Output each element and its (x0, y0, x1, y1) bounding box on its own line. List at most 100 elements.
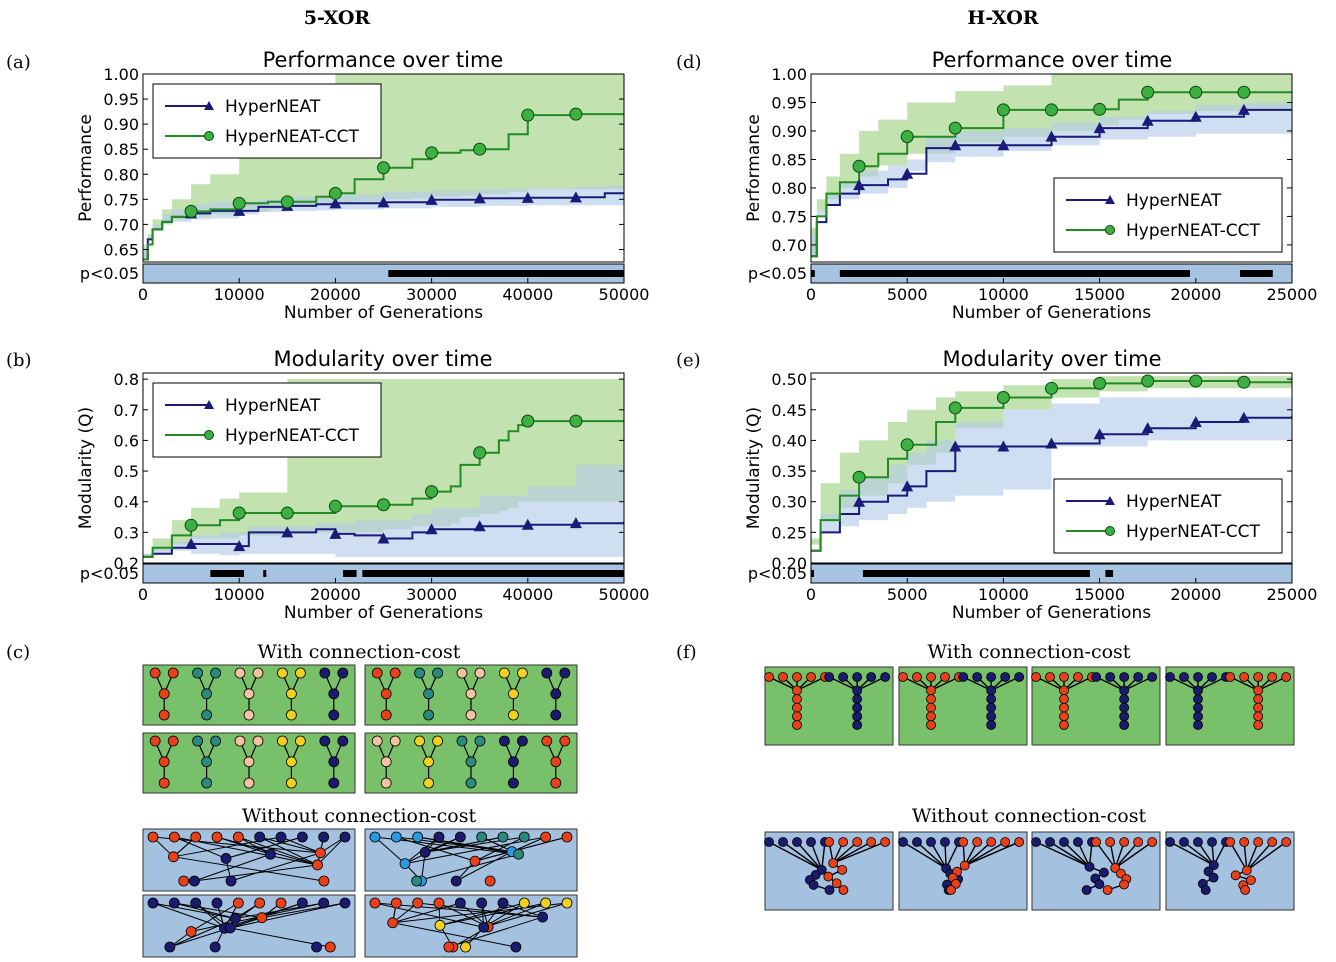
node (792, 685, 802, 696)
node (232, 897, 244, 909)
node (926, 837, 936, 847)
edge (152, 902, 236, 919)
y-axis-label: Performance (744, 114, 764, 222)
panel-label-d: (d) (676, 52, 702, 73)
cct-line (811, 380, 1292, 552)
node (225, 875, 237, 887)
net-f-without-cost (1165, 831, 1295, 911)
significance-label: p<0.05 (80, 564, 139, 583)
node (838, 885, 849, 895)
node (1193, 711, 1203, 722)
node (510, 941, 522, 953)
edge (902, 841, 947, 869)
hyperneat-marker (1237, 103, 1250, 115)
node (149, 735, 161, 747)
hyperneat-marker (377, 532, 390, 544)
y-tick-label: 0.45 (771, 401, 807, 420)
node (185, 926, 197, 937)
x-tick-label: 25000 (1267, 585, 1318, 604)
node (465, 777, 477, 789)
net-f-with-cost (764, 666, 894, 746)
node (540, 831, 552, 843)
node (1239, 837, 1250, 847)
node (513, 848, 524, 860)
node (484, 875, 496, 887)
node (210, 735, 222, 747)
node (1102, 885, 1113, 895)
node (211, 897, 223, 909)
net-c-without-cost (142, 894, 356, 958)
node (926, 711, 936, 722)
node (158, 688, 170, 700)
node (254, 897, 266, 909)
node (311, 941, 322, 953)
node (158, 777, 170, 789)
node (792, 702, 802, 713)
node (1253, 694, 1264, 704)
legend-entry: HyperNEAT-CCT (1126, 221, 1261, 241)
x-tick-label: 50000 (599, 285, 650, 304)
node (201, 756, 213, 768)
net-f-with-cost (1031, 666, 1161, 746)
legend-entry: HyperNEAT-CCT (225, 127, 360, 147)
node (559, 667, 571, 679)
node (508, 777, 519, 789)
node (164, 941, 176, 953)
edge (173, 856, 325, 882)
node (838, 837, 849, 847)
cct-marker (1237, 85, 1251, 99)
edge (810, 841, 823, 871)
node (1059, 837, 1069, 847)
significance-mark (388, 270, 624, 277)
legend-entry: HyperNEAT (1126, 191, 1222, 211)
hyperneat-marker (1189, 110, 1202, 122)
node (234, 735, 246, 747)
legend-marker-triangle (1105, 496, 1115, 505)
net-c-with-cost (142, 732, 356, 794)
node (423, 756, 435, 768)
node (912, 837, 922, 847)
node (926, 720, 936, 730)
node (926, 694, 936, 704)
node (450, 875, 462, 887)
x-tick-label: 0 (806, 585, 816, 604)
node (1193, 702, 1203, 713)
edge (964, 841, 1020, 867)
node (946, 885, 956, 895)
node (880, 837, 891, 847)
node (1208, 860, 1219, 871)
y-tick-label: 0.20 (771, 554, 807, 573)
x-tick-label: 40000 (502, 285, 553, 304)
panel-label-f: (f) (676, 642, 697, 663)
node (478, 921, 490, 933)
y-tick-label: 0.65 (103, 240, 139, 259)
node (265, 848, 276, 860)
hyperneat-marker (1093, 122, 1106, 134)
node (1253, 685, 1264, 696)
node (433, 831, 445, 843)
node (958, 672, 969, 682)
node (1031, 837, 1041, 847)
node (986, 672, 997, 682)
edge (1114, 841, 1153, 869)
node (387, 917, 399, 929)
chart-a: Performance over time 0.65 0.70 0.75 0.80 0.8… (76, 48, 649, 323)
x-tick-label: 10000 (978, 585, 1029, 604)
edge (235, 902, 324, 919)
node (1241, 865, 1252, 876)
hyperneat-marker (853, 495, 866, 507)
net-f-without-cost (764, 831, 894, 911)
chart-title: Performance over time (263, 48, 504, 72)
edge (174, 902, 262, 919)
cct-marker (1141, 374, 1155, 388)
node (1119, 685, 1130, 696)
node (824, 837, 835, 847)
cct-marker (852, 159, 866, 173)
legend-entry: HyperNEAT-CCT (1126, 522, 1261, 542)
x-tick-label: 0 (806, 285, 816, 304)
hyperneat-marker (1141, 422, 1154, 434)
edge (1246, 841, 1273, 871)
node (1014, 837, 1025, 847)
node (476, 897, 488, 909)
node (178, 875, 190, 887)
